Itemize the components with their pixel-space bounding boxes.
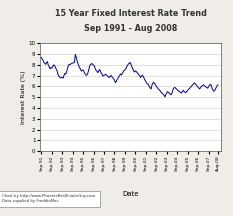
Y-axis label: Interest Rate (%): Interest Rate (%) (21, 70, 26, 124)
X-axis label: Date: Date (122, 191, 139, 197)
Text: Chart by http://www.PhoenixRealEstateGuy.com
Data supplied by FreddieMac: Chart by http://www.PhoenixRealEstateGuy… (2, 194, 96, 203)
Text: Sep 1991 - Aug 2008: Sep 1991 - Aug 2008 (84, 24, 177, 33)
Text: 15 Year Fixed Interest Rate Trend: 15 Year Fixed Interest Rate Trend (55, 9, 206, 18)
